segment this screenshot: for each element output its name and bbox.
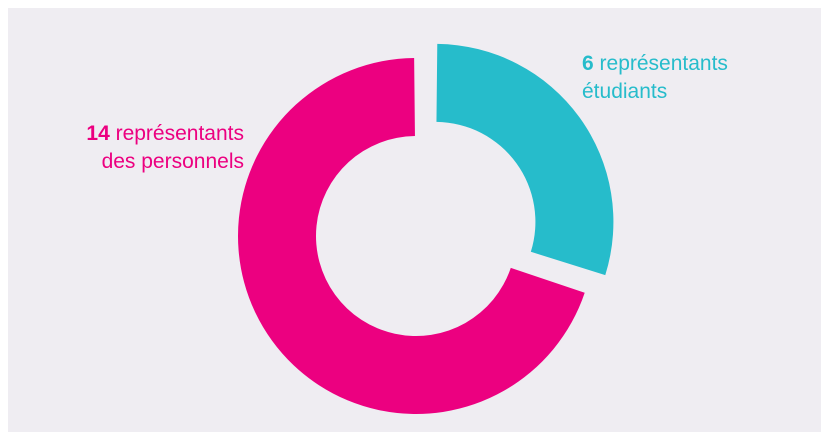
- staff-count: 14: [86, 122, 110, 145]
- students-label: 6 représentants étudiants: [582, 50, 728, 106]
- donut-slice-1: [238, 58, 585, 415]
- staff-label-line2: des personnels: [101, 150, 244, 173]
- students-label-line1: représentants: [593, 52, 728, 75]
- students-label-line2: étudiants: [582, 80, 668, 103]
- students-count: 6: [582, 52, 594, 75]
- donut-slice-0: [436, 43, 614, 276]
- staff-label: 14 représentants des personnels: [86, 120, 244, 176]
- staff-label-line1: représentants: [109, 122, 244, 145]
